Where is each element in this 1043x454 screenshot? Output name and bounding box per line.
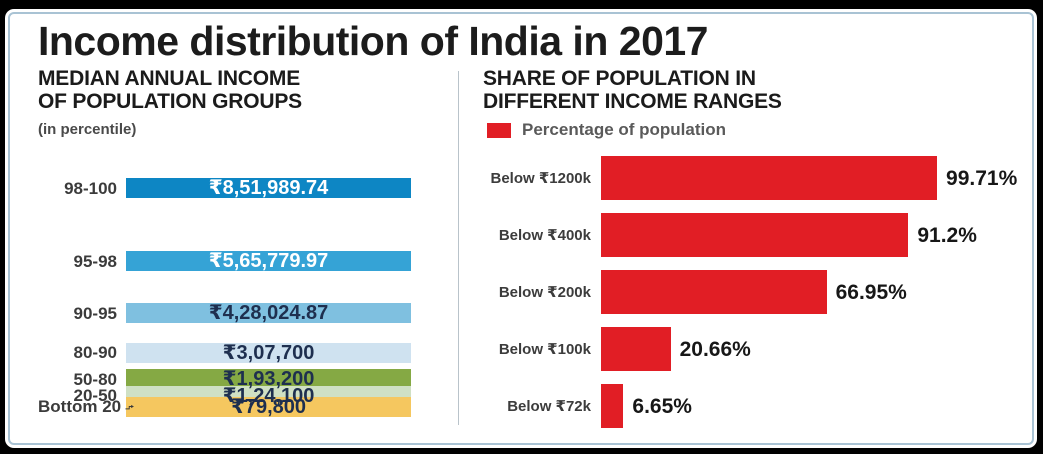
bar-row: Below ₹200k 66.95% bbox=[483, 270, 1014, 315]
infographic-card: Income distribution of India in 2017 MED… bbox=[8, 12, 1034, 445]
bar bbox=[601, 156, 938, 201]
income-value: ₹1,93,200 bbox=[222, 368, 315, 391]
income-value: ₹79,800 bbox=[230, 395, 307, 418]
income-value: ₹8,51,989.74 bbox=[208, 177, 329, 200]
percentile-label-text: Bottom 20 bbox=[38, 397, 122, 417]
left-panel-heading: MEDIAN ANNUAL INCOME OF POPULATION GROUP… bbox=[38, 67, 458, 113]
left-heading-line1: MEDIAN ANNUAL INCOME bbox=[38, 67, 300, 91]
legend-swatch-icon bbox=[487, 122, 511, 138]
income-value: ₹5,65,779.97 bbox=[208, 250, 329, 273]
income-range-label: Below ₹100k bbox=[498, 341, 591, 359]
bar-row: Below ₹100k 20.66% bbox=[483, 327, 1014, 372]
percent-value: 99.71% bbox=[946, 166, 1018, 190]
bar bbox=[601, 213, 909, 258]
income-range-label: Below ₹1200k bbox=[490, 170, 592, 188]
bar-scale: 99.71% bbox=[601, 156, 1017, 201]
bar bbox=[601, 327, 671, 372]
left-heading-line2: OF POPULATION GROUPS bbox=[38, 90, 302, 114]
page-title: Income distribution of India in 2017 bbox=[38, 18, 708, 64]
income-band: ₹4,28,024.87 bbox=[126, 302, 411, 325]
income-value: ₹1,24,100 bbox=[222, 384, 315, 407]
percent-value: 20.66% bbox=[679, 337, 751, 361]
chart-legend: Percentage of population bbox=[487, 120, 1014, 140]
bar-row: Below ₹72k 6.65% bbox=[483, 384, 1014, 429]
bar-scale: 20.66% bbox=[601, 327, 938, 372]
percentile-label: 20-50 bbox=[73, 386, 117, 406]
bar-row: Below ₹1200k 99.71% bbox=[483, 156, 1017, 201]
bar-row: Below ₹400k 91.2% bbox=[483, 213, 1014, 258]
income-band: ₹1,93,200 bbox=[126, 368, 411, 391]
population-share-panel: SHARE OF POPULATION IN DIFFERENT INCOME … bbox=[459, 67, 1017, 439]
percent-value: 91.2% bbox=[917, 223, 977, 247]
income-band-row: Bottom 20 ₹79,800 bbox=[38, 396, 458, 417]
bottom20-connector-icon bbox=[125, 404, 135, 410]
panel-divider bbox=[458, 71, 459, 426]
population-bar-chart: Below ₹1200k 99.71% Below ₹400k 91.2% Be… bbox=[483, 156, 1017, 429]
bar bbox=[601, 270, 827, 315]
median-income-panel: MEDIAN ANNUAL INCOME OF POPULATION GROUP… bbox=[38, 67, 458, 439]
right-heading-line1: SHARE OF POPULATION IN bbox=[483, 67, 756, 91]
income-value: ₹4,28,024.87 bbox=[208, 302, 329, 325]
income-band-row: 95-98 ₹5,65,779.97 bbox=[38, 232, 458, 290]
right-heading-line2: DIFFERENT INCOME RANGES bbox=[483, 90, 782, 114]
income-band: ₹79,800 bbox=[126, 395, 411, 418]
income-band-row: 98-100 ₹8,51,989.74 bbox=[38, 144, 458, 232]
percentile-label: 95-98 bbox=[73, 251, 117, 271]
income-band-chart: 98-100 ₹8,51,989.74 95-98 ₹5,65,779.97 9… bbox=[38, 144, 458, 417]
bar-scale: 91.2% bbox=[601, 213, 977, 258]
bar bbox=[601, 384, 624, 429]
income-value: ₹3,07,700 bbox=[222, 341, 315, 364]
bar-scale: 6.65% bbox=[601, 384, 938, 429]
income-band-row: 80-90 ₹3,07,700 bbox=[38, 336, 458, 369]
percentile-label: 50-80 bbox=[73, 369, 117, 389]
right-panel-heading: SHARE OF POPULATION IN DIFFERENT INCOME … bbox=[483, 67, 1014, 113]
income-band: ₹3,07,700 bbox=[126, 341, 411, 364]
income-band-row: 50-80 ₹1,93,200 bbox=[38, 368, 458, 391]
legend-label: Percentage of population bbox=[522, 120, 727, 140]
percent-value: 6.65% bbox=[632, 394, 692, 418]
income-band-row: 90-95 ₹4,28,024.87 bbox=[38, 290, 458, 336]
left-panel-subtitle: (in percentile) bbox=[38, 121, 137, 139]
percentile-label: 80-90 bbox=[73, 343, 117, 363]
income-range-label: Below ₹72k bbox=[507, 398, 591, 416]
income-band: ₹8,51,989.74 bbox=[126, 177, 411, 200]
income-range-label: Below ₹400k bbox=[498, 227, 591, 245]
panels-container: MEDIAN ANNUAL INCOME OF POPULATION GROUP… bbox=[38, 67, 1017, 439]
percentile-label: 98-100 bbox=[64, 178, 117, 198]
percentile-label: Bottom 20 bbox=[38, 397, 135, 417]
percentile-label: 90-95 bbox=[73, 303, 117, 323]
percent-value: 66.95% bbox=[835, 280, 907, 304]
bar-scale: 66.95% bbox=[601, 270, 938, 315]
income-range-label: Below ₹200k bbox=[498, 284, 591, 302]
income-band: ₹5,65,779.97 bbox=[126, 250, 411, 273]
